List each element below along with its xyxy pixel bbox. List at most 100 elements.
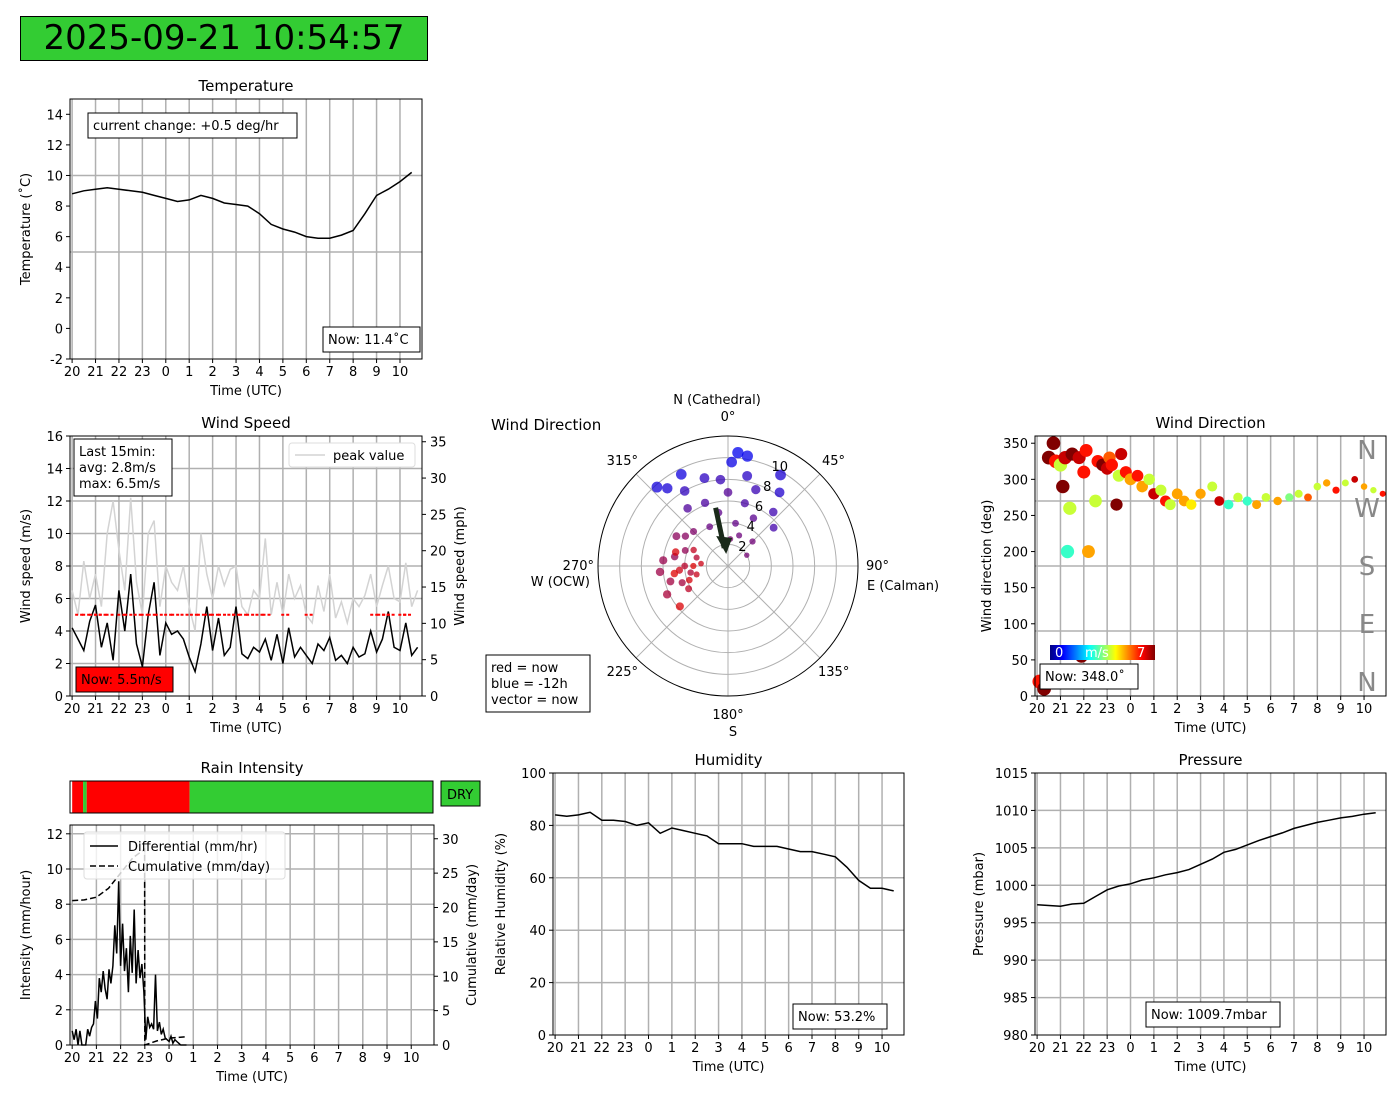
series-differential-mm-hr- — [71, 881, 187, 1046]
y2-tick-label: 30 — [430, 472, 447, 487]
wind-point — [740, 499, 749, 508]
wind-point — [699, 473, 710, 484]
x-tick-label: 2 — [208, 365, 216, 380]
x-tick-label: 8 — [349, 702, 357, 717]
x-axis-label: Time (UTC) — [215, 1070, 288, 1085]
r-tick-label: 2 — [738, 540, 746, 555]
direction-point — [1164, 499, 1176, 511]
now-box — [1039, 663, 1139, 690]
theta-label: 45° — [822, 454, 845, 469]
rain-status-segment — [83, 781, 87, 813]
x-tick-label: 5 — [279, 702, 287, 717]
compass-w: W (OCW) — [531, 575, 590, 590]
now-box-text: Now: 1009.7mbar — [1151, 1008, 1267, 1023]
direction-point — [1136, 480, 1148, 493]
x-tick-label: 5 — [1243, 702, 1251, 717]
x-tick-label: 4 — [738, 1041, 746, 1056]
compass-letter: N — [1357, 436, 1376, 466]
dry-badge — [440, 780, 481, 807]
theta-label: 315° — [607, 454, 638, 469]
compass-n: N (Cathedral) — [673, 393, 761, 408]
y-tick-label: 16 — [46, 430, 63, 445]
wind-point — [775, 469, 786, 481]
y2-tick-label: 15 — [430, 581, 447, 596]
direction-point — [1304, 493, 1312, 502]
wind-point — [690, 562, 697, 570]
x-axis-label: Time (UTC) — [1174, 721, 1247, 736]
wind-point — [672, 532, 681, 541]
direction-point — [1056, 479, 1070, 494]
y-tick-label: 1010 — [995, 804, 1028, 819]
wind-point — [749, 514, 758, 522]
direction-point — [1195, 488, 1206, 499]
series-humidity — [555, 811, 894, 892]
y-tick-label: 10 — [46, 528, 63, 543]
wind-point — [723, 487, 733, 497]
y-tick-label: 0 — [55, 322, 63, 337]
chart-title: Wind Direction — [491, 416, 601, 434]
wind-point — [675, 468, 687, 480]
x-tick-label: 22 — [112, 1051, 129, 1066]
series-average — [71, 574, 419, 675]
y-tick-label: 50 — [1011, 654, 1028, 669]
y-axis-label: Wind speed (m/s) — [19, 509, 34, 623]
series-peak-value — [71, 497, 419, 632]
legend — [83, 831, 286, 880]
direction-point — [1171, 488, 1183, 500]
y-tick-label: 100 — [521, 767, 546, 782]
y-axis-label: Relative Humidity (%) — [494, 833, 509, 975]
compass-letter: W — [1354, 494, 1380, 524]
stats-box-text: max: 6.5m/s — [79, 477, 161, 492]
colorbar-unit: m/s — [1085, 646, 1109, 661]
y-tick-label: 8 — [55, 560, 63, 575]
change-box — [87, 112, 298, 139]
y2-tick-label: 35 — [430, 436, 447, 451]
theta-label: 270° — [563, 559, 594, 574]
x-tick-label: 20 — [547, 1041, 564, 1056]
x-tick-label: 23 — [134, 702, 151, 717]
wind-point — [742, 470, 753, 481]
x-tick-label: 3 — [1196, 1041, 1204, 1056]
dry-badge-text: DRY — [447, 788, 473, 803]
x-tick-label: 7 — [334, 1051, 342, 1066]
x-tick-label: 3 — [232, 702, 240, 717]
now-box-text: Now: 5.5m/s — [81, 673, 162, 688]
polar-frame — [597, 435, 859, 697]
y2-tick-label: 5 — [442, 1005, 450, 1020]
x-tick-label: 23 — [134, 365, 151, 380]
now-box-text: Now: 11.4˚C — [328, 332, 409, 348]
theta-gridline — [727, 565, 821, 659]
wind-point — [726, 456, 737, 468]
x-tick-label: 23 — [137, 1051, 154, 1066]
wind-point — [681, 562, 689, 570]
x-tick-label: 23 — [1099, 702, 1116, 717]
x-tick-label: 4 — [255, 365, 263, 380]
direction-point — [1261, 493, 1271, 502]
x-tick-label: 8 — [1313, 702, 1321, 717]
rain-status-segment — [86, 781, 190, 813]
x-tick-label: 8 — [831, 1041, 839, 1056]
x-tick-label: 2 — [1173, 702, 1181, 717]
x-tick-label: 5 — [279, 365, 287, 380]
wind-point — [700, 498, 710, 508]
y2-tick-label: 25 — [430, 508, 447, 523]
y-tick-label: 2 — [55, 1004, 63, 1019]
x-tick-label: 7 — [1290, 702, 1298, 717]
y-tick-label: 990 — [1003, 954, 1028, 969]
y-tick-label: 0 — [1020, 690, 1028, 705]
direction-point — [1079, 444, 1093, 457]
r-tick-label: 10 — [771, 460, 788, 475]
compass-letter: S — [1359, 552, 1376, 582]
wind-vector-head — [716, 535, 733, 554]
y-tick-label: 985 — [1003, 992, 1028, 1007]
x-tick-label: 21 — [1052, 1041, 1069, 1056]
x-tick-label: 10 — [1356, 1041, 1373, 1056]
direction-point — [1077, 465, 1091, 479]
chart-title: Wind Speed — [201, 414, 291, 432]
x-tick-label: 2 — [213, 1051, 221, 1066]
x-tick-label: 22 — [1076, 702, 1093, 717]
x-tick-label: 22 — [111, 365, 128, 380]
chart-title: Rain Intensity — [200, 759, 303, 777]
y2-tick-label: 20 — [442, 902, 459, 917]
